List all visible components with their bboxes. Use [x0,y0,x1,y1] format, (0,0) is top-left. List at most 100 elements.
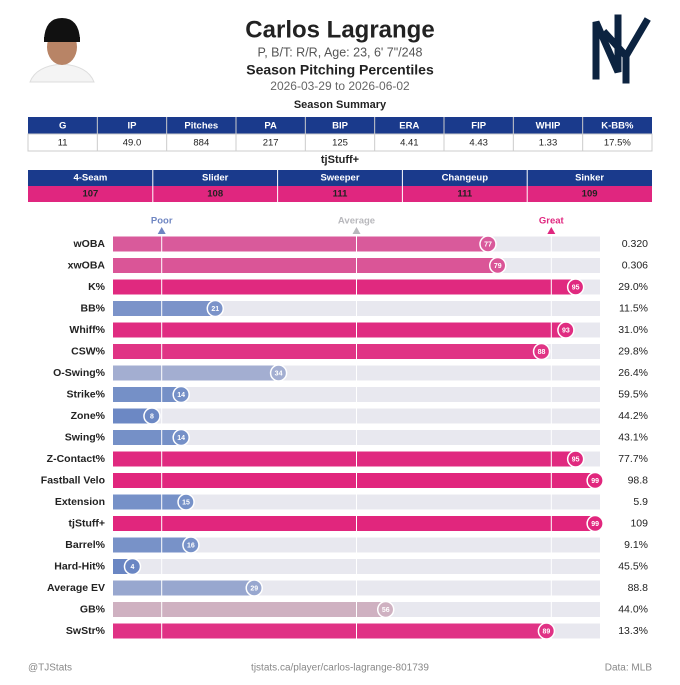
percentile-label: 95 [572,456,580,463]
metric-label: Extension [55,496,105,508]
bar [113,279,576,295]
percentile-label: 88 [538,349,546,356]
metric-label: K% [88,281,106,293]
summary-value: 1.33 [539,138,558,149]
summary-column: FIP [471,121,486,132]
percentile-dot [488,256,507,275]
metric-label: Average EV [47,582,105,594]
percentile-label: 77 [484,241,492,248]
percentile-label: 93 [562,327,570,334]
summary-value: 17.5% [604,138,631,149]
footer-url: tjstats.ca/player/carlos-lagrange-801739 [251,663,429,674]
summary-value: 11 [58,138,68,149]
percentile-label: 99 [591,478,599,485]
percentile-dot [537,622,556,640]
stat-value: 31.0% [618,324,648,336]
marker-arrow [352,227,361,234]
stuff-column: Slider [202,173,229,184]
stat-value: 11.5% [619,302,648,314]
percentile-label: 34 [275,370,283,377]
metric-label: O-Swing% [53,367,106,379]
bar [113,344,542,359]
summary-value: 4.43 [469,138,488,149]
summary-column: Pitches [184,121,218,132]
summary-value: 49.0 [123,138,142,149]
summary-column: WHIP [536,121,561,132]
percentile-dot [143,407,161,425]
summary-column: K-BB% [601,121,634,132]
team-logo [592,14,651,84]
bar [113,473,596,488]
player-info: P, B/T: R/R, Age: 23, 6' 7"/248 [257,45,422,59]
percentile-label: 8 [150,413,154,420]
marker-label: Poor [151,216,173,227]
stuff-title: tjStuff+ [321,154,359,166]
metric-label: Z-Contact% [47,453,106,465]
percentile-dot [182,536,200,554]
percentile-dot [123,557,142,576]
stat-value: 5.9 [633,496,648,508]
bar [113,602,386,617]
stuff-column: Changeup [442,173,489,184]
percentile-dot [566,450,585,468]
stat-value: 77.7% [618,453,648,465]
percentile-dot [586,471,604,490]
percentile-dot [566,278,585,296]
bar [113,365,279,381]
stat-value: 29.8% [618,345,648,357]
metric-label: GB% [80,603,106,615]
metric-label: Swing% [65,431,106,443]
bar [113,516,596,531]
bar [113,387,182,402]
percentile-label: 79 [494,263,502,270]
chart-title: Season Pitching Percentiles [246,62,434,78]
metric-label: Barrel% [65,539,105,551]
summary-column: BIP [332,121,349,132]
date-range: 2026-03-29 to 2026-06-02 [270,79,410,93]
bar [113,258,498,273]
bar [113,236,488,252]
summary-value: 884 [193,138,209,149]
percentile-label: 16 [187,542,195,549]
metric-label: Fastball Velo [41,474,105,486]
stat-value: 44.0% [618,603,648,615]
percentile-label: 15 [182,499,190,506]
percentile-label: 56 [382,607,390,614]
percentile-dot [557,321,575,339]
percentile-dot [245,579,263,597]
bar [113,494,187,510]
metric-label: Hard-Hit% [54,560,105,572]
metric-label: Whiff% [69,324,105,336]
percentile-dot [172,385,190,404]
metric-label: Strike% [66,388,105,400]
summary-column: ERA [399,121,419,132]
stuff-value: 111 [333,189,349,200]
percentile-dot [172,428,190,447]
bar [113,301,216,316]
bar [113,623,547,639]
summary-title: Season Summary [294,99,387,111]
stuff-value: 109 [582,189,598,200]
summary-column: IP [128,121,138,132]
stat-value: 0.306 [622,259,648,271]
bar [113,408,152,424]
metric-label: SwStr% [66,625,106,637]
marker-label: Great [539,216,565,227]
player-photo [28,14,98,83]
percentile-dot [376,600,395,619]
metric-label: xwOBA [68,259,106,271]
percentile-label: 14 [177,392,185,399]
marker-arrow [547,227,556,234]
stat-value: 43.1% [618,431,648,443]
footer-handle: @TJStats [28,663,72,674]
summary-value: 125 [332,138,348,149]
percentile-dot [206,299,225,318]
stuff-column: Sinker [575,173,604,184]
stat-value: 29.0% [618,281,648,293]
stuff-value: 107 [82,189,98,200]
summary-header [28,117,652,134]
player-name: Carlos Lagrange [245,16,434,43]
stuff-column: 4-Seam [73,173,107,184]
stuff-header [28,170,652,186]
